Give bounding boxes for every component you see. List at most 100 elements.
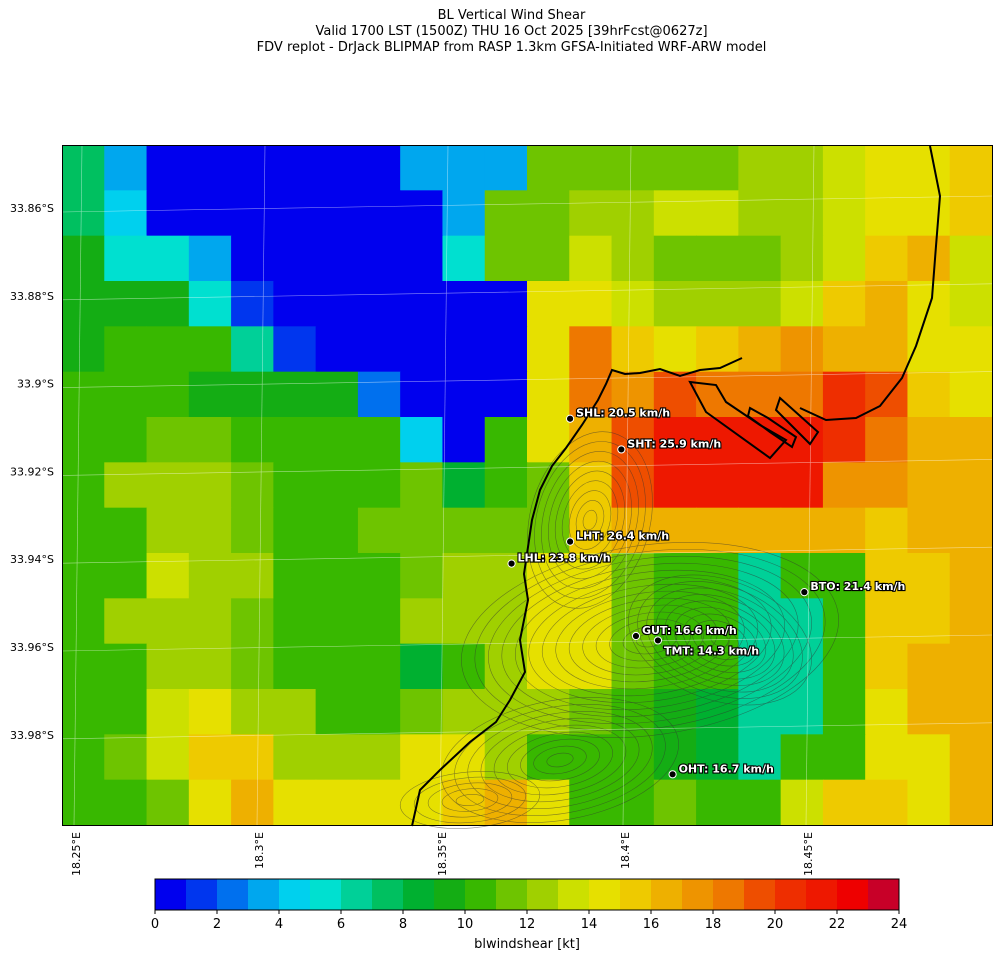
grid-cell bbox=[104, 417, 148, 463]
grid-cell bbox=[315, 145, 359, 191]
grid-cell bbox=[611, 689, 655, 735]
contour-line bbox=[561, 480, 619, 560]
grid-cell bbox=[484, 417, 528, 463]
grid-cell bbox=[442, 190, 486, 237]
grid-cell bbox=[527, 643, 570, 690]
grid-cell bbox=[696, 462, 739, 509]
grid-cell bbox=[146, 326, 190, 373]
contour-line bbox=[637, 581, 803, 699]
contour-line bbox=[628, 574, 812, 706]
colorbar-tick-label: 18 bbox=[705, 917, 722, 932]
station-lht[interactable]: LHT: 26.4 km/h bbox=[566, 529, 670, 546]
grid-cell bbox=[273, 326, 317, 373]
grid-cell bbox=[315, 553, 359, 599]
graticule-lat bbox=[61, 371, 993, 388]
grid-cell bbox=[865, 462, 909, 509]
grid-cell bbox=[315, 507, 359, 554]
grid-cell bbox=[357, 462, 401, 509]
station-oht[interactable]: OHT: 16.7 km/h bbox=[668, 761, 775, 779]
station-marker[interactable] bbox=[800, 588, 809, 597]
grid-cell bbox=[188, 507, 232, 554]
grid-cell bbox=[484, 235, 528, 282]
grid-cell bbox=[400, 417, 444, 463]
station-lhl[interactable]: LHL: 23.8 km/h bbox=[507, 550, 612, 568]
grid-cell bbox=[357, 689, 401, 735]
contour-line bbox=[480, 717, 640, 803]
grid-cell bbox=[907, 689, 951, 735]
grid-cell bbox=[569, 462, 613, 509]
grid-cell bbox=[315, 371, 359, 418]
station-label: SHT: 25.9 km/h bbox=[627, 437, 721, 450]
grid-cell bbox=[696, 326, 739, 373]
grid-cell bbox=[611, 507, 655, 554]
grid-cell bbox=[949, 734, 993, 781]
grid-cell bbox=[527, 235, 570, 282]
grid-cell bbox=[188, 326, 232, 373]
contour-line bbox=[527, 431, 653, 609]
station-marker[interactable] bbox=[653, 636, 663, 645]
colorbar-swatch bbox=[651, 879, 683, 910]
colorbar-swatch bbox=[465, 879, 497, 910]
grid-cell bbox=[653, 417, 697, 463]
grid-cell bbox=[188, 417, 232, 463]
grid-cell bbox=[780, 598, 824, 645]
station-tmt[interactable]: TMT: 14.3 km/h bbox=[653, 636, 760, 659]
station-bto[interactable]: BTO: 21.4 km/h bbox=[800, 579, 907, 597]
grid-cell bbox=[738, 643, 782, 690]
grid-cell bbox=[273, 145, 317, 191]
grid-cell bbox=[188, 145, 232, 191]
grid-cell bbox=[357, 734, 401, 781]
grid-cell bbox=[907, 598, 951, 645]
grid-cell bbox=[315, 235, 359, 282]
colorbar bbox=[154, 878, 900, 911]
grid-cell bbox=[738, 689, 782, 735]
grid-cell bbox=[188, 371, 232, 418]
grid-cell bbox=[822, 643, 866, 690]
grid-cell bbox=[231, 643, 274, 690]
grid-cell bbox=[231, 507, 274, 554]
coastline-east bbox=[799, 145, 942, 422]
grid-cell bbox=[949, 326, 993, 373]
grid-cell bbox=[62, 643, 105, 690]
grid-cell bbox=[907, 734, 951, 781]
grid-cell bbox=[865, 689, 909, 735]
latitude-label: 33.88°S bbox=[10, 290, 54, 303]
grid-cell bbox=[315, 689, 359, 735]
grid-cell bbox=[611, 190, 655, 237]
station-shl[interactable]: SHL: 20.5 km/h bbox=[566, 406, 671, 423]
grid-cell bbox=[357, 235, 401, 282]
grid-cell bbox=[442, 598, 486, 645]
grid-cell bbox=[400, 235, 444, 282]
longitude-label: 18.4°E bbox=[619, 832, 632, 869]
latitude-label: 33.92°S bbox=[10, 465, 54, 478]
grid-cell bbox=[104, 689, 148, 735]
grid-cell bbox=[273, 779, 317, 826]
grid-cell bbox=[569, 643, 613, 690]
grid-cell bbox=[484, 371, 528, 418]
grid-cell bbox=[611, 417, 655, 463]
station-gut[interactable]: GUT: 16.6 km/h bbox=[631, 623, 738, 641]
station-marker[interactable] bbox=[566, 537, 575, 546]
longitude-label: 18.25°E bbox=[70, 832, 83, 876]
grid-cell bbox=[273, 235, 317, 282]
grid-cell bbox=[104, 462, 148, 509]
grid-cell bbox=[400, 326, 444, 373]
colorbar-tick-label: 0 bbox=[151, 917, 159, 932]
grid-cell bbox=[146, 190, 190, 237]
grid-cell bbox=[527, 417, 570, 463]
station-marker[interactable] bbox=[631, 631, 641, 641]
grid-cell bbox=[400, 553, 444, 599]
grid-cell bbox=[104, 553, 148, 599]
grid-cell bbox=[738, 507, 782, 554]
station-marker[interactable] bbox=[617, 445, 626, 454]
grid-cell bbox=[696, 734, 739, 781]
grid-cell bbox=[146, 462, 190, 509]
station-marker[interactable] bbox=[566, 414, 575, 423]
grid-cell bbox=[231, 779, 274, 826]
station-marker[interactable] bbox=[507, 559, 516, 568]
grid-cell bbox=[611, 145, 655, 191]
grid-cell bbox=[146, 689, 190, 735]
station-sht[interactable]: SHT: 25.9 km/h bbox=[617, 436, 722, 454]
station-marker[interactable] bbox=[668, 770, 677, 779]
grid-cell bbox=[569, 553, 613, 599]
